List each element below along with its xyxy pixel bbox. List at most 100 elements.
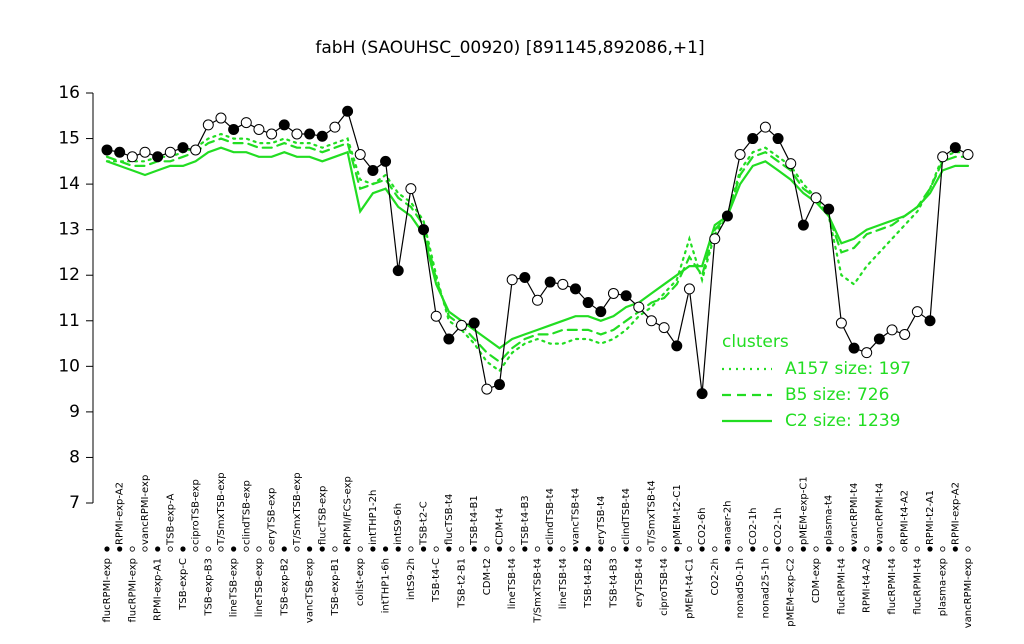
- expression-point: [633, 301, 645, 313]
- sample-dot: [712, 546, 718, 552]
- expression-point: [785, 158, 797, 170]
- expression-point: [620, 290, 632, 302]
- expression-point: [696, 388, 708, 400]
- category-label: TSB-exp-B1: [330, 558, 341, 617]
- expression-point: [177, 142, 189, 154]
- sample-dot: [269, 546, 275, 552]
- expression-point: [354, 149, 366, 160]
- y-tick-label: 7: [69, 493, 80, 513]
- expression-point: [215, 112, 227, 124]
- sample-dot: [914, 546, 920, 552]
- category-label: TSB-t4-B2: [583, 558, 594, 609]
- sample-dot: [167, 546, 173, 552]
- expression-point: [430, 310, 442, 322]
- category-label: CDM-t4: [495, 508, 506, 545]
- cluster-line: [105, 137, 970, 364]
- sample-dot: [370, 546, 376, 552]
- sample-dot: [813, 546, 819, 552]
- sample-dot: [484, 546, 490, 552]
- category-label: plasma-exp: [938, 558, 949, 616]
- sample-dot: [876, 546, 882, 552]
- expression-point: [101, 144, 113, 156]
- expression-point: [924, 315, 936, 327]
- expression-point: [645, 315, 657, 327]
- expression-point: [683, 283, 695, 295]
- expression-point: [937, 151, 949, 163]
- legend-label: C2 size: 1239: [785, 411, 900, 431]
- sample-dot: [471, 546, 477, 552]
- sample-dot: [382, 546, 389, 552]
- legend-label: B5 size: 726: [785, 385, 889, 405]
- category-label: flucTSB-exp: [317, 486, 328, 545]
- sample-dot: [344, 546, 351, 552]
- category-label: intTHP1-6h: [381, 558, 392, 613]
- expression-point: [367, 164, 379, 176]
- category-label: RPMI-exp-A2: [115, 482, 126, 545]
- sample-dot: [509, 546, 515, 552]
- category-label: T/SmxTSB-t4: [533, 558, 544, 624]
- sample-dot: [446, 546, 452, 552]
- expression-point: [240, 117, 252, 129]
- category-label: CO2-2h: [710, 558, 721, 596]
- sample-dot: [205, 546, 211, 552]
- category-label: pMEM-t2-C1: [672, 484, 683, 545]
- expression-point: [519, 272, 531, 283]
- expression-point: [797, 219, 809, 231]
- category-label: CO2-6h: [697, 507, 708, 545]
- sample-dot: [686, 546, 693, 552]
- category-label: vancRPMI-t4: [849, 483, 860, 545]
- sample-dot: [332, 546, 338, 552]
- expression-point: [582, 297, 594, 309]
- category-label: plasma-t4: [824, 495, 835, 545]
- sample-dot: [724, 546, 731, 552]
- category-label: anaer-2h: [722, 500, 733, 545]
- category-label: T/SmxTSB-t4: [646, 480, 657, 546]
- y-tick-label: 10: [58, 356, 80, 376]
- category-label: flucTSB-t4: [444, 494, 455, 545]
- expression-point: [899, 328, 911, 340]
- sample-dot: [117, 546, 123, 552]
- expression-point: [329, 121, 341, 133]
- expression-point: [126, 151, 138, 163]
- expression-point: [380, 155, 392, 167]
- sample-dot: [940, 546, 946, 552]
- legend-label: A157 size: 197: [785, 359, 911, 379]
- expression-point: [949, 142, 961, 154]
- sample-dot: [306, 546, 313, 552]
- chart-title: fabH (SAOUHSC_00920) [891145,892086,+1]: [315, 38, 704, 58]
- expression-point: [721, 210, 733, 222]
- category-label: lineTSB-t4: [558, 558, 569, 609]
- sample-dot: [598, 546, 604, 552]
- cluster-line: [105, 132, 970, 373]
- expression-point: [911, 306, 923, 318]
- category-label: nonad50-1h: [735, 558, 746, 618]
- sample-dot: [357, 546, 363, 552]
- expression-point: [291, 128, 303, 140]
- expression-point: [734, 149, 746, 160]
- sample-dot: [142, 546, 148, 552]
- sample-dot: [104, 546, 110, 552]
- expression-point: [266, 128, 278, 140]
- sample-dot: [610, 546, 617, 552]
- expression-point: [709, 233, 721, 245]
- sample-dot: [902, 546, 908, 552]
- expression-point: [468, 317, 480, 329]
- category-label: flucRPMI-exp: [127, 558, 138, 623]
- expression-point: [544, 276, 556, 288]
- category-label: CDM-exp: [811, 558, 822, 603]
- category-label: pMEM-exp-C1: [798, 476, 809, 545]
- sample-dot: [965, 546, 971, 552]
- y-tick-label: 12: [58, 265, 80, 285]
- y-tick-label: 9: [69, 402, 80, 422]
- y-tick-label: 8: [69, 447, 80, 467]
- category-label: clindTSB-t4: [621, 488, 632, 545]
- expression-point: [557, 278, 569, 290]
- expression-point: [443, 333, 455, 345]
- sample-dot: [864, 546, 870, 552]
- sample-dot: [927, 546, 933, 552]
- sample-dot: [648, 546, 655, 552]
- expression-point: [835, 317, 847, 329]
- expression-point: [342, 105, 354, 117]
